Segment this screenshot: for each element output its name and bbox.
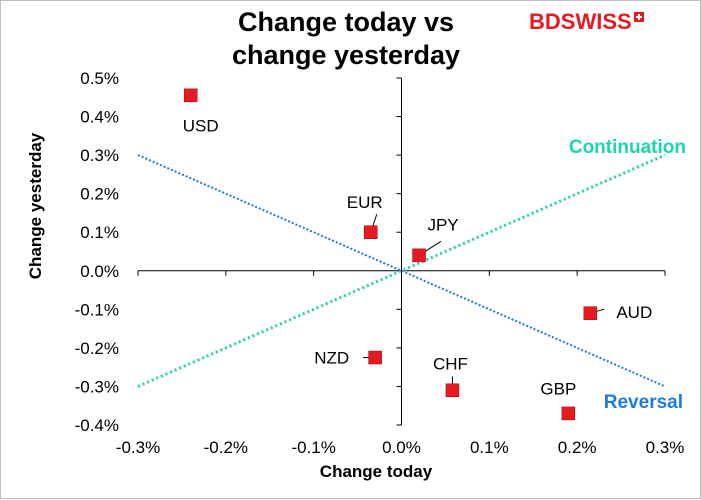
x-tick-label: 0.0% <box>382 438 421 457</box>
x-tick-label: -0.2% <box>204 438 248 457</box>
data-label-eur: EUR <box>347 193 383 212</box>
y-tick-label: 0.4% <box>80 108 119 127</box>
y-axis-title: Change yesterday <box>26 132 45 279</box>
y-tick-label: 0.0% <box>80 262 119 281</box>
data-point-gbp <box>561 406 576 421</box>
data-label-gbp: GBP <box>540 379 576 398</box>
data-point-jpy <box>412 248 426 263</box>
y-tick-label: 0.1% <box>80 223 119 242</box>
y-tick-label: -0.1% <box>75 300 119 319</box>
x-tick-label: 0.2% <box>558 438 597 457</box>
reversal-label: Reversal <box>604 392 683 413</box>
x-axis-title: Change today <box>320 462 433 481</box>
data-label-aud: AUD <box>616 303 652 322</box>
y-tick-label: 0.3% <box>80 146 119 165</box>
data-point-chf <box>445 383 460 398</box>
y-tick-label: -0.3% <box>75 377 119 396</box>
y-tick-label: 0.2% <box>80 185 119 204</box>
continuation-label: Continuation <box>569 137 686 158</box>
y-tick-label: -0.4% <box>75 416 119 435</box>
data-point-usd <box>183 88 198 103</box>
y-tick-label: 0.5% <box>80 69 119 88</box>
reference-line-continuation <box>137 153 666 388</box>
plus-icon <box>633 12 644 22</box>
x-tick-label: 0.1% <box>470 438 509 457</box>
data-point-eur <box>364 225 378 239</box>
data-point-aud <box>583 306 598 320</box>
data-label-jpy: JPY <box>427 215 458 234</box>
chart-title-line-2: change yesterday <box>231 40 461 70</box>
y-tick-label: -0.2% <box>75 339 119 358</box>
brand-logo-text: BDSWISS <box>529 9 632 34</box>
x-tick-label: -0.3% <box>116 438 160 457</box>
x-tick-label: 0.3% <box>646 438 685 457</box>
x-tick-label: -0.1% <box>291 438 335 457</box>
chart-title-line-1: Change today vs <box>237 7 455 37</box>
data-label-usd: USD <box>183 116 219 135</box>
data-point-nzd <box>368 350 382 365</box>
data-label-chf: CHF <box>433 354 468 373</box>
brand-logo: BDSWISS <box>529 9 644 35</box>
data-label-nzd: NZD <box>314 349 349 368</box>
